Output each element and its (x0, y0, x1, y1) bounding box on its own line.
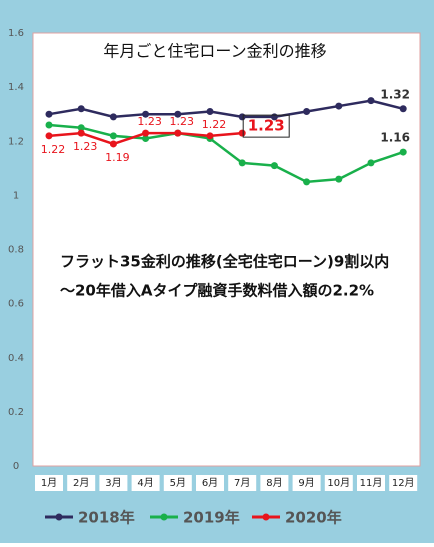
data-point (109, 140, 117, 148)
legend-label: 2019年 (183, 509, 240, 527)
data-point (45, 121, 53, 129)
x-tick-label: 2月 (73, 477, 89, 489)
data-point (238, 159, 246, 167)
data-point (335, 175, 343, 183)
annotation: ～20年借入Aタイプ融資手数料借入額の2.2% (60, 282, 374, 300)
x-tick-label: 4月 (137, 477, 153, 489)
legend-marker (55, 513, 63, 521)
x-tick-label: 12月 (392, 477, 415, 489)
data-point (142, 135, 150, 143)
legend-marker (160, 513, 168, 521)
x-tick-label: 9月 (298, 477, 314, 489)
x-tick-label: 3月 (105, 477, 121, 489)
legend-label: 2020年 (285, 509, 342, 527)
data-label: 1.23 (248, 117, 285, 135)
x-tick-box (228, 475, 257, 491)
x-tick-box (163, 475, 192, 491)
data-point (367, 159, 375, 167)
legend-marker (262, 513, 270, 521)
data-point (367, 97, 375, 105)
data-point (270, 162, 278, 170)
y-tick-label: 1.2 (8, 136, 24, 147)
x-tick-label: 1月 (41, 477, 57, 489)
data-point (238, 113, 246, 121)
data-label: 1.32 (380, 87, 410, 101)
highlight-box (242, 114, 290, 138)
data-point (109, 132, 117, 140)
data-point (206, 132, 214, 140)
data-label: 1.23 (170, 115, 195, 128)
data-point (45, 132, 53, 140)
data-point (303, 178, 311, 186)
data-point (335, 102, 343, 110)
legend-label: 2018年 (78, 509, 135, 527)
data-point (77, 124, 85, 132)
x-tick-box (196, 475, 224, 491)
data-point (77, 105, 85, 113)
annotation: フラット35金利の推移(全宅住宅ローン)9割以内 (60, 253, 389, 271)
y-tick-label: 0 (13, 461, 19, 472)
y-tick-label: 1 (13, 190, 19, 201)
data-label: 1.22 (41, 143, 66, 156)
y-tick-label: 0.6 (8, 299, 24, 310)
x-tick-box (292, 475, 321, 491)
data-point (238, 129, 246, 137)
y-tick-label: 1.6 (8, 28, 24, 39)
data-label: 1.19 (105, 151, 130, 164)
x-tick-box (99, 475, 128, 491)
x-tick-label: 11月 (360, 477, 383, 489)
x-tick-box (35, 475, 63, 491)
data-point (206, 107, 214, 115)
data-point (142, 129, 150, 137)
x-tick-box (67, 475, 96, 491)
x-tick-box (389, 475, 418, 491)
data-label: 1.23 (73, 140, 98, 153)
y-tick-label: 0.4 (8, 353, 24, 364)
series-line (48, 123, 404, 184)
x-tick-box (260, 475, 289, 491)
data-point (399, 148, 407, 156)
data-label: 1.23 (137, 115, 162, 128)
data-label: 1.16 (380, 131, 410, 145)
plot-area (32, 32, 421, 467)
chart-title: 年月ごと住宅ローン金利の推移 (103, 42, 326, 61)
x-tick-label: 7月 (234, 477, 250, 489)
data-point (45, 110, 53, 118)
x-tick-box (357, 475, 385, 491)
series-line (48, 99, 404, 119)
data-label: 1.22 (202, 118, 227, 131)
y-tick-label: 0.2 (8, 407, 24, 418)
x-tick-label: 10月 (327, 477, 350, 489)
data-point (109, 113, 117, 121)
data-point (399, 105, 407, 113)
x-tick-label: 5月 (170, 477, 186, 489)
data-point (303, 107, 311, 115)
y-tick-label: 0.8 (8, 245, 24, 256)
x-tick-box (324, 475, 353, 491)
data-point (174, 110, 182, 118)
y-tick-label: 1.4 (8, 82, 24, 93)
x-tick-box (131, 475, 160, 491)
x-tick-label: 6月 (202, 477, 218, 489)
data-point (174, 129, 182, 137)
x-tick-label: 8月 (266, 477, 282, 489)
data-point (142, 110, 150, 118)
data-point (77, 129, 85, 137)
